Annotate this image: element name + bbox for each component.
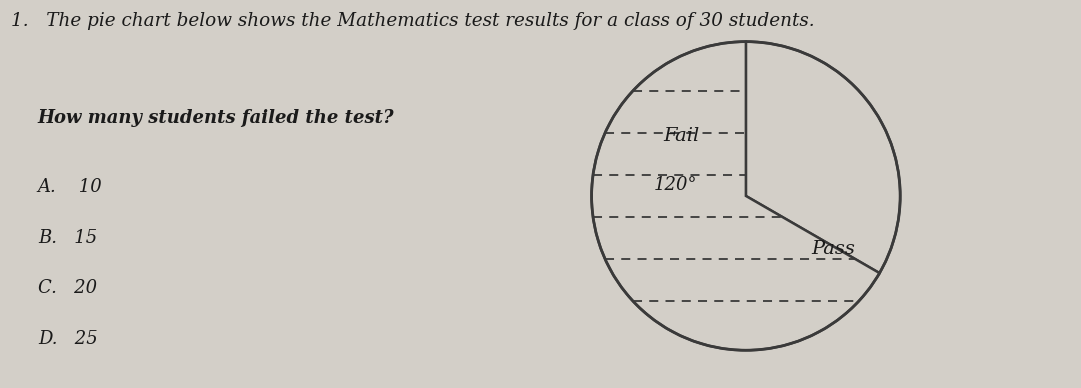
Text: 120°: 120°: [653, 176, 697, 194]
Text: C.   20: C. 20: [38, 279, 97, 297]
Text: D.   25: D. 25: [38, 330, 97, 348]
Wedge shape: [746, 42, 900, 273]
Text: Fail: Fail: [664, 127, 699, 145]
Text: A.    10: A. 10: [38, 178, 103, 196]
Text: Pass: Pass: [812, 240, 855, 258]
Text: How many students failed the test?: How many students failed the test?: [38, 109, 395, 126]
Wedge shape: [591, 42, 880, 350]
Text: 1.   The pie chart below shows the Mathematics test results for a class of 30 st: 1. The pie chart below shows the Mathema…: [11, 12, 814, 29]
Text: B.   15: B. 15: [38, 229, 97, 247]
